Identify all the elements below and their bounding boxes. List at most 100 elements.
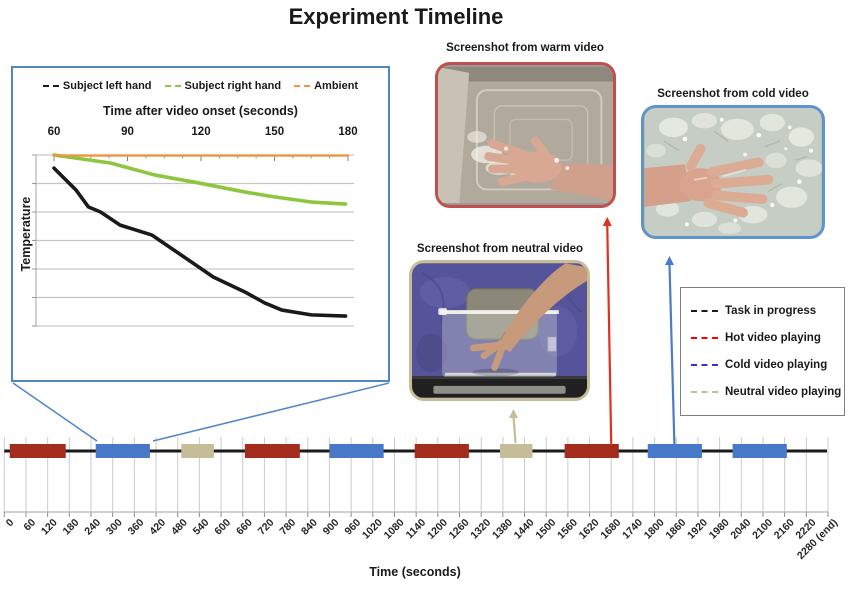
timeline-tick-label: 480 (169, 517, 190, 538)
legend-label: Hot video playing (725, 332, 821, 344)
arrow-cold-video (668, 262, 676, 448)
timeline-tick-label: 540 (191, 517, 212, 538)
legend-item: Task in progress (691, 305, 834, 317)
ice-sparkles (657, 117, 814, 227)
arrow-warm-video (606, 223, 613, 446)
legend-label: Neutral video playing (725, 386, 842, 398)
inset-chart-box: Subject left hand Subject right hand Ambie… (11, 66, 390, 382)
fingers (484, 136, 552, 187)
legend-item: Neutral video playing (691, 386, 841, 398)
legend-label: Task in progress (725, 305, 817, 317)
timeline-bar-neutral (499, 444, 533, 458)
warm-video-image (438, 66, 613, 204)
timeline-bar-hot (9, 444, 66, 458)
forearm (644, 164, 691, 207)
timeline-tick-label: 1860 (663, 517, 688, 542)
timeline-tick-label: 180 (61, 517, 82, 538)
timeline-tick-label: 1620 (577, 517, 602, 542)
legend-item: Hot video playing (691, 332, 834, 344)
dash-swatch-icon (164, 85, 181, 87)
timeline-tick-label: 840 (299, 517, 320, 538)
wet-shine (693, 169, 747, 181)
timeline-tick-label: 1500 (533, 517, 558, 542)
arrow-warm-head-icon (602, 217, 612, 226)
timeline-tick-label: 1560 (555, 517, 580, 542)
inset-y-axis-title: Temperature (19, 196, 33, 272)
inset-x-axis-title: Time after video onset (seconds) (103, 104, 298, 118)
legend-item: Cold video playing (691, 359, 834, 371)
arrow-cold-head-icon (664, 256, 674, 265)
dash-swatch-icon (691, 310, 718, 312)
warm-video-screenshot (435, 62, 616, 208)
timeline-tick-label: 1200 (425, 517, 450, 542)
timeline-tick-label: 2100 (750, 517, 775, 542)
timeline-tick-label: 720 (256, 517, 277, 538)
inset-chart-legend: Subject left hand Subject right hand Ambie… (13, 80, 388, 92)
timeline-bar-cold (95, 444, 150, 458)
timeline-tick-label: 120 (39, 517, 60, 538)
timeline-tick-label: 1320 (468, 517, 493, 542)
dash-swatch-icon (42, 85, 59, 87)
cold-video-image (644, 108, 822, 236)
timeline-tick-label: 360 (126, 517, 147, 538)
fingers (469, 339, 506, 371)
timeline-tick-label: 1440 (512, 517, 537, 542)
timeline-tick-label: 2160 (772, 517, 797, 542)
timeline-tick-label: 2040 (728, 517, 753, 542)
series-line-subject-left-hand (52, 166, 348, 318)
series-line-subject-right-hand (52, 153, 348, 206)
neutral-video-image (412, 263, 587, 398)
timeline-tick-label: 1380 (490, 517, 515, 542)
inset-legend-label: Subject left hand (62, 80, 152, 92)
timeline-tick-label: 240 (82, 517, 103, 538)
inset-legend-item: Subject right hand (164, 80, 282, 92)
timeline-tick-label: 660 (234, 517, 255, 538)
inset-x-tick-label: 90 (121, 126, 134, 138)
arrow-neutral-video (512, 415, 517, 444)
inset-legend-item: Subject left hand (42, 80, 152, 92)
inset-x-tick-label: 150 (264, 126, 285, 138)
cold-video-caption: Screenshot from cold video (657, 88, 809, 100)
timeline-tick-label: 900 (321, 517, 342, 538)
timeline-bar-hot (414, 444, 469, 458)
inset-callout-line-left (12, 382, 98, 442)
inset-x-tick-label: 60 (47, 126, 61, 138)
warm-video-caption: Screenshot from warm video (446, 42, 604, 54)
neutral-video-caption: Screenshot from neutral video (416, 243, 584, 255)
arrow-neutral-head-icon (508, 409, 518, 418)
dash-swatch-icon (691, 337, 718, 339)
inset-legend-label: Subject right hand (184, 80, 282, 92)
timeline-tick-label: 780 (277, 517, 298, 538)
timeline-tick-label: 1800 (642, 517, 667, 542)
fingers (685, 143, 774, 218)
timeline-tick-label: 1260 (447, 517, 472, 542)
timeline-bar-cold (329, 444, 384, 458)
timeline-tick-label: 300 (104, 517, 125, 538)
timeline-tick-label: 600 (212, 517, 233, 538)
timeline-bar-cold (647, 444, 702, 458)
timeline-tick-label: 1920 (685, 517, 710, 542)
inset-callout-line-right (152, 382, 390, 442)
dash-swatch-icon (691, 391, 718, 393)
dash-swatch-icon (294, 85, 311, 87)
timeline-tick-label: 1740 (620, 517, 645, 542)
forearm (550, 163, 613, 202)
cold-video-screenshot (641, 105, 825, 239)
timeline-tick-label: 1680 (598, 517, 623, 542)
legend-label: Cold video playing (725, 359, 828, 371)
inset-legend-label: Ambient (314, 80, 359, 92)
inset-plot-area (32, 153, 354, 327)
timeline-tick-label: 1980 (707, 517, 732, 542)
page-title: Experiment Timeline (288, 4, 504, 29)
timeline-bar-cold (732, 444, 787, 458)
timeline-legend-box: Task in progress Hot video playing Cold vi… (680, 287, 845, 416)
inset-x-tick-label: 120 (191, 126, 211, 138)
arm (497, 263, 587, 352)
timeline-tick-label: 0 (4, 517, 17, 530)
ice-cubes (646, 112, 822, 235)
timeline-tick-label: 1140 (404, 517, 429, 542)
timeline-tick-label: 60 (21, 517, 38, 534)
inset-x-tick-label: 180 (338, 126, 358, 138)
inset-legend-item: Ambient (294, 80, 358, 92)
